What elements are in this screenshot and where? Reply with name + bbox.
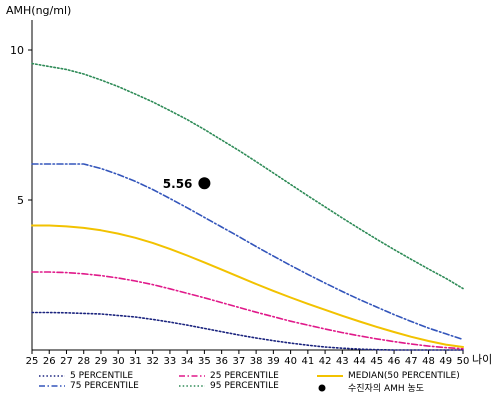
series-line [31,62,464,290]
x-tick-label: 46 [388,356,401,367]
legend-marker-label: 수진자의 AMH 농도 [348,384,425,394]
legend-label: MEDIAN(50 PERCENTILE) [348,371,460,381]
legend: 5 PERCENTILE 25 PERCENTILE MEDIAN(50 PERCE… [38,371,488,399]
x-tick-label: 38 [250,356,263,367]
x-tick-label: 39 [267,356,280,367]
legend-swatch [317,375,343,377]
x-tick-label: 49 [439,356,452,367]
x-tick-label: 28 [77,356,90,367]
x-tick-label: 40 [284,356,297,367]
series-line [31,311,464,351]
legend-swatch [179,385,205,387]
legend-swatch [179,375,205,377]
x-tick-label: 26 [43,356,56,367]
series-layer [31,62,464,351]
y-tick-label: 10 [10,44,24,57]
series-line [31,163,464,341]
x-tick-label: 36 [215,356,228,367]
x-tick-label: 32 [146,356,159,367]
x-tick-label: 30 [112,356,125,367]
legend-label: 5 PERCENTILE [70,371,134,381]
marker-layer: 5.56 [163,177,211,191]
x-tick-label: 27 [60,356,73,367]
x-tick-label: 50 [457,356,470,367]
x-tick-label: 45 [370,356,383,367]
series-line [31,224,464,348]
x-tick-label: 47 [405,356,418,367]
x-tick-label: 35 [198,356,211,367]
legend-item: 95 PERCENTILE [178,381,279,391]
legend-item-marker: 수진자의 AMH 농도 [316,381,424,394]
patient-amh-marker [198,177,211,190]
axes: 5 10 25 26 27 28 29 30 31 32 33 34 35 36 37 38 39 40 41 42 4… [10,20,469,367]
x-tick-label: 33 [164,356,177,367]
legend-swatch [39,385,65,387]
y-tick-label: 5 [17,194,24,207]
legend-item: 5 PERCENTILE [38,371,133,381]
x-tick-label: 29 [95,356,108,367]
series-line [31,271,464,350]
legend-label: 95 PERCENTILE [210,381,279,391]
x-tick-label: 34 [181,356,194,367]
y-axis-label: AMH(ng/ml) [6,4,71,17]
x-tick-label: 31 [129,356,142,367]
x-tick-label: 25 [26,356,39,367]
legend-label: 25 PERCENTILE [210,371,279,381]
x-tick-label: 41 [301,356,314,367]
x-tick-label: 42 [319,356,332,367]
legend-label: 75 PERCENTILE [70,381,139,391]
legend-item: 75 PERCENTILE [38,381,139,391]
legend-swatch [39,375,65,377]
x-tick-label: 37 [233,356,246,367]
x-axis-label: 나이 [472,353,492,366]
x-tick-label: 43 [336,356,349,367]
x-tick-label: 44 [353,356,366,367]
legend-item: 25 PERCENTILE [178,371,279,381]
patient-amh-label: 5.56 [163,177,193,191]
legend-item: MEDIAN(50 PERCENTILE) [316,371,460,381]
x-tick-label: 48 [422,356,435,367]
legend-marker-swatch [318,384,326,391]
